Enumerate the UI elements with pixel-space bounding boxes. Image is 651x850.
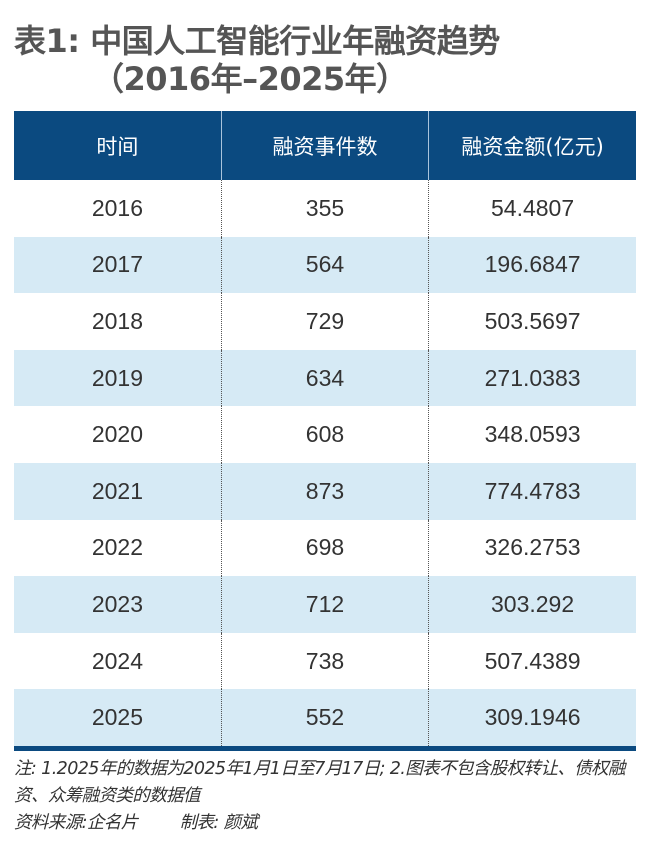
table-cell: 2023 (14, 576, 222, 633)
title-line-1: 表1: 中国人工智能行业年融资趋势 (14, 22, 500, 60)
table-cell: 348.0593 (428, 406, 636, 463)
table-cell: 873 (220, 462, 429, 520)
table-cell: 503.5697 (428, 293, 636, 350)
table-cell: 608 (220, 406, 429, 463)
table-title: 表1: 中国人工智能行业年融资趋势 （2016年–2025年） (14, 22, 500, 98)
table-cell: 698 (220, 519, 429, 577)
table-cell: 326.2753 (428, 519, 636, 577)
table-cell: 303.292 (428, 576, 636, 633)
table-cell: 196.6847 (428, 236, 636, 294)
table-cell: 271.0383 (428, 349, 636, 407)
title-line-2: （2016年–2025年） (92, 60, 408, 98)
table-cell: 507.4389 (428, 632, 636, 690)
table-cell: 2018 (91, 307, 143, 334)
table-cell: 54.4807 (428, 180, 636, 237)
author-text: 制表: 颜斌 (179, 813, 258, 833)
table-row: 2020 608 348.0593 (14, 406, 636, 463)
table-row: 2025 552 309.1946 (14, 689, 636, 751)
table-cell: 2025 (14, 689, 222, 751)
table-cell: 355 (220, 180, 429, 237)
table-cell: 634 (220, 349, 429, 407)
column-header: 融资事件数 (220, 111, 429, 180)
header-row: 时间 融资事件数 融资金额(亿元) (14, 111, 636, 180)
table-cell: 774.4783 (428, 462, 636, 520)
table-cell: 2022 (91, 534, 143, 561)
table-cell: 2021 (14, 462, 222, 520)
table-cell: 2017 (14, 236, 222, 294)
table-row: 2018 729 503.5697 (14, 293, 636, 350)
table-cell: 729 (220, 293, 429, 350)
financing-table: 时间 融资事件数 融资金额(亿元) 2016 355 54.4807 2017 564 196… (14, 111, 636, 751)
table-cell: 2016 (91, 194, 143, 221)
table-row: 2021 873 774.4783 (14, 462, 636, 520)
table-cell: 2024 (91, 647, 143, 674)
table-cell: 309.1946 (428, 689, 636, 751)
table-cell: 712 (220, 576, 429, 633)
table-cell: 552 (220, 689, 429, 751)
table-row: 2024 738 507.4389 (14, 632, 636, 690)
table-cell: 564 (220, 236, 429, 294)
table-row: 2019 634 271.0383 (14, 349, 636, 407)
table-cell: 738 (220, 632, 429, 690)
column-header: 融资金额(亿元) (428, 111, 636, 180)
table-row: 2016 355 54.4807 (14, 180, 636, 237)
source-text: 资料来源:企名片 (14, 813, 138, 833)
table-row: 2017 564 196.6847 (14, 236, 636, 294)
table-row: 2022 698 326.2753 (14, 519, 636, 577)
table-cell: 2020 (91, 421, 143, 448)
notes: 注: 1.2025年的数据为2025年1月1日至7月17日; 2.图表不包含股权… (14, 756, 639, 837)
note-text: 注: 1.2025年的数据为2025年1月1日至7月17日; 2.图表不包含股权… (14, 759, 626, 806)
table-cell: 2019 (14, 349, 222, 407)
table-row: 2023 712 303.292 (14, 576, 636, 633)
column-header: 时间 (14, 111, 222, 180)
